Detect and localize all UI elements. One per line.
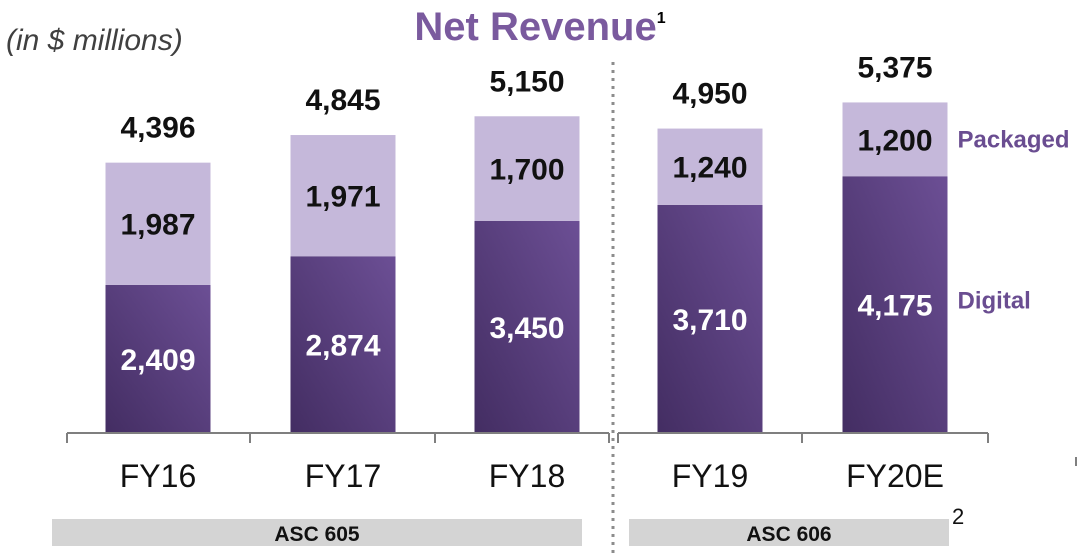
label-total-fy20e: 5,375 [857, 51, 932, 84]
bar-packaged-fy16 [105, 162, 211, 285]
legend: Packaged Digital [958, 126, 1070, 314]
bar-digital-fy18 [474, 220, 580, 433]
group-label-asc-606: ASC 606 [746, 523, 831, 546]
tick-label-fy20e: FY20E [846, 458, 944, 494]
chart-title-footnote: 1 [657, 10, 666, 27]
tick-label-fy16: FY16 [120, 458, 196, 494]
group-label-asc-605: ASC 605 [274, 523, 360, 546]
tick-label-fy18: FY18 [489, 458, 565, 494]
label-digital-fy17: 2,874 [305, 330, 380, 363]
label-total-fy19: 4,950 [672, 78, 747, 111]
bar-packaged-fy17 [290, 135, 396, 257]
group-footnote: 2 [952, 504, 964, 529]
label-packaged-fy18: 1,700 [489, 154, 564, 187]
label-total-fy16: 4,396 [120, 112, 195, 145]
label-total-fy18: 5,150 [489, 65, 564, 98]
bar-digital-fy19 [657, 204, 763, 433]
group-band-asc-606 [629, 519, 949, 546]
label-digital-fy16: 2,409 [120, 344, 195, 377]
unit-note: (in $ millions) [6, 24, 183, 57]
tick-label-fy19: FY19 [672, 458, 748, 494]
bars-layer: 2,409 1,987 4,396 2,874 1,971 4,845 3,450 1,700… [105, 51, 948, 434]
legend-packaged: Packaged [958, 126, 1070, 153]
bar-packaged-fy18 [474, 116, 580, 221]
label-packaged-fy20e: 1,200 [857, 124, 932, 157]
label-total-fy17: 4,845 [305, 84, 380, 117]
label-packaged-fy16: 1,987 [120, 209, 195, 242]
label-digital-fy20e: 4,175 [857, 290, 932, 323]
group-bands: ASC 605 ASC 606 2 [52, 504, 964, 546]
bar-packaged-fy20e [842, 102, 948, 177]
legend-digital: Digital [958, 288, 1031, 315]
group-band-asc-605 [52, 519, 582, 546]
bar-digital-fy17 [290, 256, 396, 433]
label-packaged-fy19: 1,240 [672, 152, 747, 185]
chart-title: Net Revenue1 [414, 5, 665, 49]
bar-digital-fy20e [842, 176, 948, 434]
bar-packaged-fy19 [657, 128, 763, 205]
bar-digital-fy16 [105, 284, 211, 433]
tick-label-fy17: FY17 [305, 458, 381, 494]
chart-title-text: Net Revenue [414, 5, 656, 49]
x-axis: FY16 FY17 FY18 FY19 FY20E [66, 62, 1077, 558]
label-digital-fy18: 3,450 [489, 312, 564, 345]
label-digital-fy19: 3,710 [672, 304, 747, 337]
label-packaged-fy17: 1,971 [305, 181, 380, 214]
